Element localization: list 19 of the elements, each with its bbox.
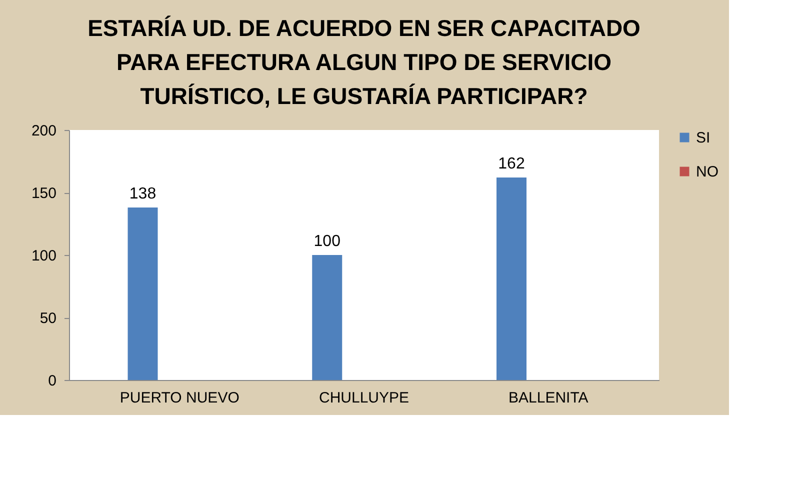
x-tick-label: PUERTO NUEVO <box>120 390 240 406</box>
y-tick-label: 150 <box>31 185 56 202</box>
bar <box>312 255 342 380</box>
y-tick-label: 200 <box>31 122 56 140</box>
text: TURÍSTICO, LE GUSTARÍA PARTICIPAR? <box>140 83 588 109</box>
text: PARA EFECTURA ALGUN TIPO DE SERVICIO <box>116 49 612 75</box>
x-tick-label: BALLENITA <box>508 390 588 406</box>
data-label: 100 <box>314 233 341 250</box>
text: ESTARÍA UD. DE ACUERDO EN SER CAPACITADO <box>88 15 640 41</box>
data-label: 138 <box>129 186 156 202</box>
data-label: 162 <box>498 156 525 172</box>
bar <box>496 178 526 380</box>
legend-label: NO <box>696 164 718 180</box>
y-tick-label: 0 <box>48 372 56 390</box>
x-tick-label: CHULLUYPE <box>318 390 410 406</box>
bar <box>128 208 158 380</box>
legend-label: SI <box>696 130 710 146</box>
y-tick-label: 50 <box>40 310 56 327</box>
y-tick-label: 100 <box>31 248 56 264</box>
